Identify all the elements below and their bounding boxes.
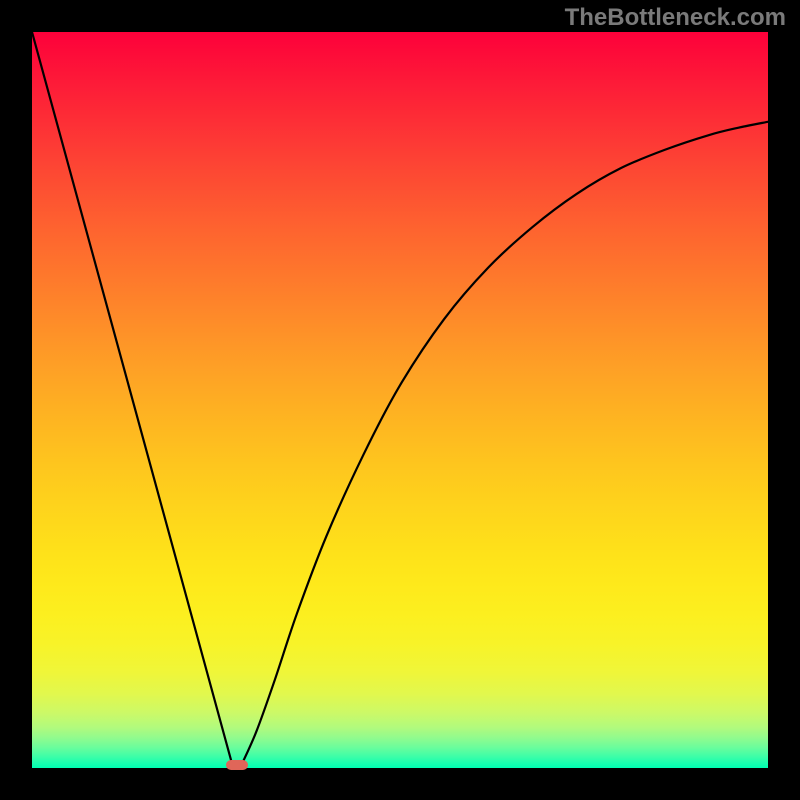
bottleneck-curve — [32, 32, 768, 768]
chart-stage: TheBottleneck.com — [0, 0, 800, 800]
plot-area — [32, 32, 768, 768]
sweet-spot-marker — [226, 760, 248, 770]
watermark-text: TheBottleneck.com — [565, 4, 786, 32]
